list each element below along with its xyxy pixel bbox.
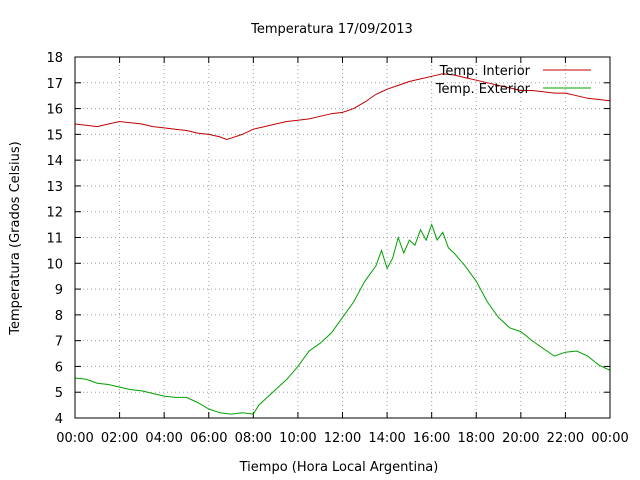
series-line-interior bbox=[74, 73, 611, 141]
x-axis-label: Tiempo (Hora Local Argentina) bbox=[239, 460, 439, 475]
x-tick-label: 20:00 bbox=[502, 431, 539, 446]
x-tick-label: 10:00 bbox=[279, 431, 316, 446]
y-tick-label: 17 bbox=[46, 77, 63, 92]
axis-ticks: 00:00 02:00 04:00 06:00 08:00 10:00 12:00 14:00… bbox=[46, 51, 628, 446]
legend: Temp. Interior Temp. Exterior bbox=[435, 64, 591, 97]
y-tick-label: 10 bbox=[46, 257, 63, 272]
grid-lines bbox=[75, 57, 610, 418]
x-tick-label: 04:00 bbox=[145, 431, 182, 446]
x-tick-label: 22:00 bbox=[547, 431, 584, 446]
y-tick-label: 6 bbox=[55, 360, 63, 375]
x-tick-label: 16:00 bbox=[413, 431, 450, 446]
y-axis-label: Temperatura (Grados Celsius) bbox=[8, 141, 23, 335]
x-tick-label: 18:00 bbox=[458, 431, 495, 446]
legend-label: Temp. Interior bbox=[439, 64, 531, 79]
plot-frame bbox=[74, 56, 611, 419]
y-tick-label: 7 bbox=[55, 335, 63, 350]
x-tick-label: 14:00 bbox=[368, 431, 405, 446]
x-tick-label: 00:00 bbox=[591, 431, 628, 446]
x-tick-label: 12:00 bbox=[324, 431, 361, 446]
y-tick-label: 13 bbox=[46, 180, 63, 195]
y-tick-label: 16 bbox=[46, 103, 63, 118]
y-tick-label: 9 bbox=[55, 283, 63, 298]
x-tick-label: 00:00 bbox=[56, 431, 93, 446]
y-tick-label: 8 bbox=[55, 309, 63, 324]
series-lines bbox=[74, 73, 611, 415]
x-tick-label: 06:00 bbox=[190, 431, 227, 446]
legend-label: Temp. Exterior bbox=[435, 82, 531, 97]
y-tick-label: 18 bbox=[46, 51, 63, 66]
y-tick-label: 12 bbox=[46, 206, 63, 221]
y-tick-label: 5 bbox=[55, 386, 63, 401]
y-tick-label: 14 bbox=[46, 154, 63, 169]
series-line-exterior bbox=[74, 223, 611, 415]
x-tick-label: 02:00 bbox=[101, 431, 138, 446]
y-tick-label: 4 bbox=[55, 412, 63, 427]
y-tick-label: 15 bbox=[46, 128, 63, 143]
y-tick-label: 11 bbox=[46, 232, 63, 247]
chart-title: Temperatura 17/09/2013 bbox=[250, 22, 413, 37]
x-tick-label: 08:00 bbox=[235, 431, 272, 446]
